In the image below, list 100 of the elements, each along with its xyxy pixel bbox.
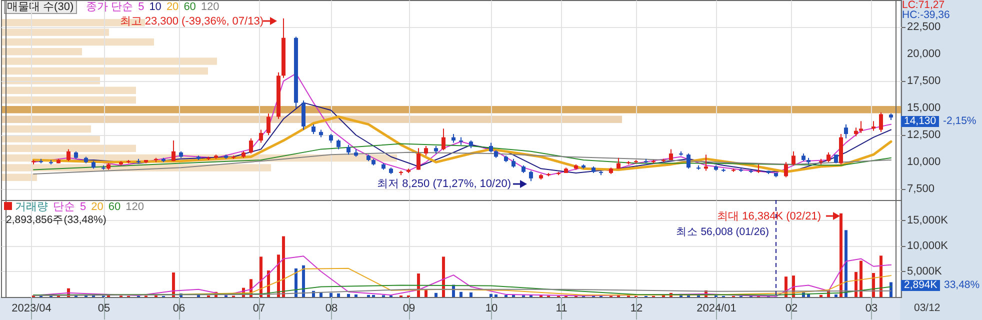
text: 60 (108, 201, 121, 213)
y-tick-label: 17,500 (907, 75, 941, 88)
bar (1, 86, 136, 94)
candlestick (792, 150, 796, 166)
bar (1, 125, 91, 133)
text: 120 (200, 1, 220, 13)
legend-title: 종가 단순 (86, 1, 134, 13)
bar (834, 294, 838, 297)
bar (337, 293, 340, 297)
bar (260, 256, 262, 297)
text: 20 (91, 201, 104, 213)
bar (880, 256, 882, 297)
text: 20 (166, 1, 179, 13)
text: 5 (138, 1, 144, 13)
text: 120 (126, 201, 144, 213)
bar (347, 294, 350, 297)
annotation: 최고 23,300 (-39,36%, 07/13) (120, 15, 264, 28)
annotation: 최대 16,384K (02/21) (717, 210, 821, 222)
bar (860, 260, 862, 297)
x-tick-label: 09 (402, 302, 416, 314)
x-tick-label: 03 (865, 302, 878, 314)
candlestick (346, 144, 350, 156)
bar (424, 289, 428, 297)
bar (1, 28, 109, 36)
bar (1, 48, 82, 56)
y-tick-label: 10,000 (907, 156, 941, 168)
y-tick-label: 15,000K (907, 214, 949, 226)
bar (434, 292, 438, 297)
bar (494, 294, 498, 297)
bar (1, 58, 217, 65)
bar (442, 256, 445, 297)
x-tick-label: 06 (172, 302, 186, 314)
candlestick (302, 100, 306, 130)
bar (330, 292, 332, 297)
candlestick (424, 145, 428, 156)
bar (890, 282, 892, 297)
text: 10 (149, 1, 162, 13)
x-tick-label: 2023/04 (12, 302, 52, 314)
candlestick (172, 140, 176, 162)
candlestick (266, 113, 270, 136)
x-tick-label: 11 (556, 302, 568, 314)
candlestick (249, 138, 253, 154)
bar (1, 144, 136, 152)
line-series (33, 284, 892, 296)
text: 33,48% (944, 279, 980, 291)
text: -2,15% (943, 115, 976, 127)
candlestick (872, 120, 876, 132)
x-tick-label: 05 (98, 302, 110, 314)
bar (282, 236, 285, 297)
candlestick (489, 142, 493, 153)
legend-title: 단순 (53, 201, 75, 213)
line-series (33, 288, 892, 296)
text: 03/12 (914, 302, 940, 314)
bar (470, 292, 472, 297)
bar (1, 38, 154, 46)
bar (854, 272, 858, 297)
text: HC:-39,36 (902, 9, 950, 21)
x-tick-label: 02 (785, 302, 798, 314)
x-tick-label: 12 (630, 302, 643, 314)
bar (490, 294, 492, 297)
y-tick-label: 10,000K (907, 240, 949, 252)
annotation: 최저 8,250 (71,27%, 10/20) (377, 178, 511, 190)
annotation: 최소 56,008 (01/26) (676, 226, 769, 238)
candlestick (442, 128, 446, 151)
y-tick-label: 5,000K (907, 265, 943, 278)
text: 5 (80, 201, 86, 213)
bar (840, 213, 842, 297)
bar (1, 67, 208, 75)
text: 2,894K (901, 279, 940, 291)
candlestick (879, 112, 883, 132)
candlestick (704, 154, 708, 172)
candlestick (529, 170, 533, 182)
candlestick (859, 120, 863, 134)
bar (1, 96, 136, 104)
candlestick (336, 138, 340, 150)
x-tick-label: 08 (325, 302, 338, 314)
text: 60 (184, 1, 196, 13)
legend-label: 거래량 (15, 201, 48, 213)
text: LC:71,27 (902, 0, 945, 11)
y-tick-label: 7,500 (907, 183, 935, 196)
candlestick (66, 148, 70, 162)
y-tick-label: 22,500 (907, 21, 941, 34)
x-tick-label: 2024/01 (696, 302, 736, 314)
bar (844, 230, 848, 297)
x-tick-label: 10 (485, 302, 498, 314)
candlestick (784, 162, 788, 178)
candlestick (416, 148, 420, 170)
y-tick-label: 12,500 (907, 129, 941, 142)
candlestick (312, 124, 316, 135)
text: 14,130 (901, 115, 940, 127)
y-tick-label: 15,000 (907, 102, 941, 114)
y-tick-label: 20,000 (907, 48, 941, 60)
bar (354, 294, 358, 297)
candlestick (259, 129, 263, 144)
line-series (33, 143, 892, 170)
candlestick (826, 152, 830, 163)
annotation: 2,893,856주(33,48%) (6, 214, 106, 226)
candlestick (686, 153, 690, 170)
line-series (33, 73, 892, 176)
x-tick-label: 07 (252, 302, 266, 314)
